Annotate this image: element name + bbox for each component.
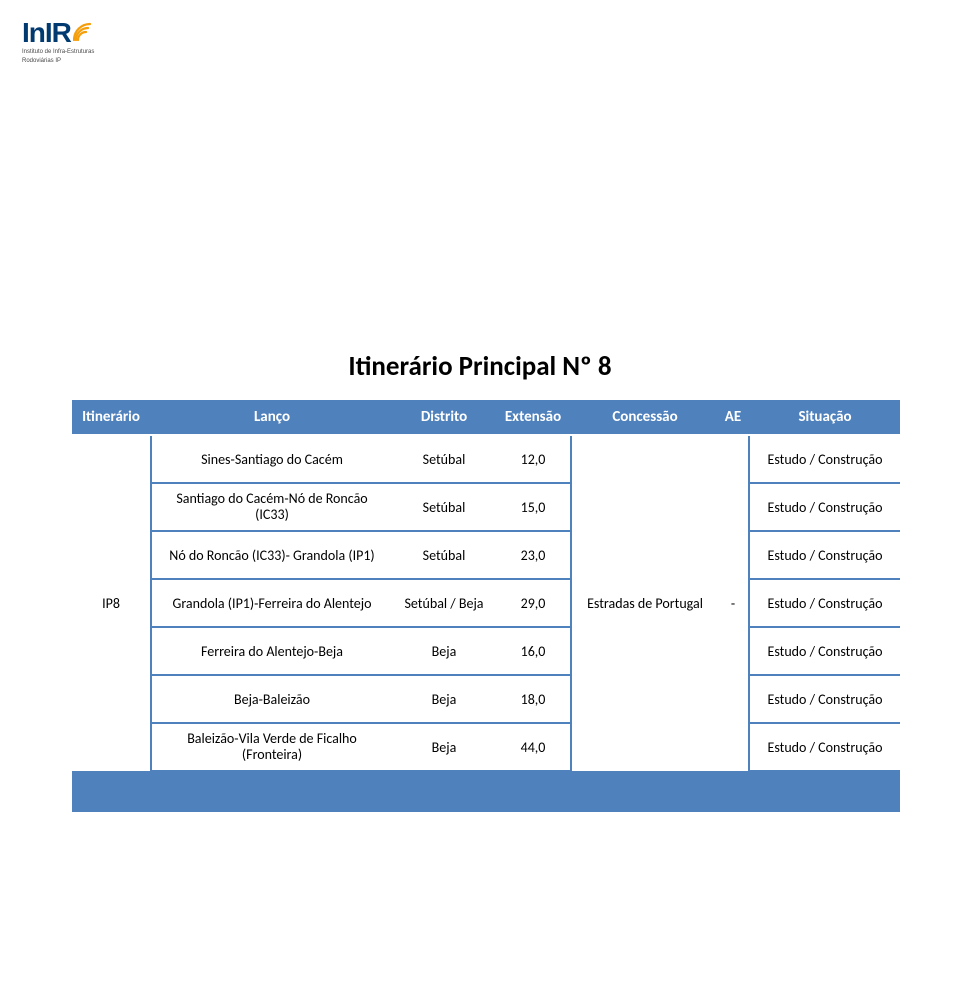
table-row: Santiago do Cacém-Nó de Roncão (IC33) Se… bbox=[72, 483, 900, 531]
cell-extensao: 44,0 bbox=[496, 723, 570, 771]
col-itinerario: Itinerário bbox=[72, 400, 150, 435]
table-footer-row bbox=[72, 771, 900, 812]
table-row: IP8 Sines-Santiago do Cacém Setúbal 12,0… bbox=[72, 435, 900, 483]
table-row: Ferreira do Alentejo-Beja Beja 16,0 Estu… bbox=[72, 627, 900, 675]
logo-brand: InIR bbox=[22, 19, 71, 47]
cell-lanco: Ferreira do Alentejo-Beja bbox=[152, 627, 392, 675]
cell-lanco: Santiago do Cacém-Nó de Roncão (IC33) bbox=[152, 483, 392, 531]
doc-title: Itinerário Principal Nº 8 bbox=[348, 350, 611, 383]
logo: InIR Instituto de Infra-Estruturas Rodov… bbox=[22, 18, 97, 65]
logo-subtitle-line2: Rodoviárias IP bbox=[22, 58, 61, 65]
cell-concessao: Estradas de Portugal bbox=[572, 435, 718, 771]
cell-lanco: Baleizão-Vila Verde de Ficalho (Fronteir… bbox=[152, 723, 392, 771]
table-footer-bar bbox=[72, 771, 900, 812]
cell-distrito: Beja bbox=[392, 675, 496, 723]
page: InIR Instituto de Infra-Estruturas Rodov… bbox=[0, 0, 960, 996]
logo-subtitle-line1: Instituto de Infra-Estruturas bbox=[22, 49, 94, 56]
cell-extensao: 29,0 bbox=[496, 579, 570, 627]
col-ae: AE bbox=[718, 400, 748, 435]
cell-distrito: Setúbal bbox=[392, 435, 496, 483]
cell-lanco: Nó do Roncão (IC33)- Grandola (IP1) bbox=[152, 531, 392, 579]
cell-distrito: Setúbal bbox=[392, 483, 496, 531]
cell-itinerario: IP8 bbox=[72, 435, 150, 771]
cell-extensao: 15,0 bbox=[496, 483, 570, 531]
logo-row: InIR bbox=[22, 18, 97, 47]
cell-situacao: Estudo / Construção bbox=[750, 627, 900, 675]
cell-extensao: 23,0 bbox=[496, 531, 570, 579]
cell-extensao: 12,0 bbox=[496, 435, 570, 483]
col-lanco: Lanço bbox=[152, 400, 392, 435]
table-row: Nó do Roncão (IC33)- Grandola (IP1) Setú… bbox=[72, 531, 900, 579]
cell-distrito: Beja bbox=[392, 723, 496, 771]
col-distrito: Distrito bbox=[392, 400, 496, 435]
col-situacao: Situação bbox=[750, 400, 900, 435]
roads-table: Itinerário Lanço Distrito Extensão Conce… bbox=[72, 400, 900, 812]
cell-distrito: Beja bbox=[392, 627, 496, 675]
table-row: Grandola (IP1)-Ferreira do Alentejo Setú… bbox=[72, 579, 900, 627]
cell-situacao: Estudo / Construção bbox=[750, 579, 900, 627]
logo-arcs-icon bbox=[73, 18, 97, 47]
table-header-row: Itinerário Lanço Distrito Extensão Conce… bbox=[72, 400, 900, 435]
roads-table-wrap: Itinerário Lanço Distrito Extensão Conce… bbox=[72, 400, 888, 812]
cell-extensao: 18,0 bbox=[496, 675, 570, 723]
table-row: Beja-Baleizão Beja 18,0 Estudo / Constru… bbox=[72, 675, 900, 723]
cell-situacao: Estudo / Construção bbox=[750, 435, 900, 483]
cell-lanco: Beja-Baleizão bbox=[152, 675, 392, 723]
cell-situacao: Estudo / Construção bbox=[750, 531, 900, 579]
cell-distrito: Setúbal bbox=[392, 531, 496, 579]
cell-extensao: 16,0 bbox=[496, 627, 570, 675]
cell-lanco: Grandola (IP1)-Ferreira do Alentejo bbox=[152, 579, 392, 627]
cell-ae: - bbox=[718, 435, 748, 771]
cell-distrito: Setúbal / Beja bbox=[392, 579, 496, 627]
col-extensao: Extensão bbox=[496, 400, 570, 435]
col-concessao: Concessão bbox=[572, 400, 718, 435]
cell-lanco: Sines-Santiago do Cacém bbox=[152, 435, 392, 483]
cell-situacao: Estudo / Construção bbox=[750, 723, 900, 771]
table-row: Baleizão-Vila Verde de Ficalho (Fronteir… bbox=[72, 723, 900, 771]
cell-situacao: Estudo / Construção bbox=[750, 483, 900, 531]
cell-situacao: Estudo / Construção bbox=[750, 675, 900, 723]
